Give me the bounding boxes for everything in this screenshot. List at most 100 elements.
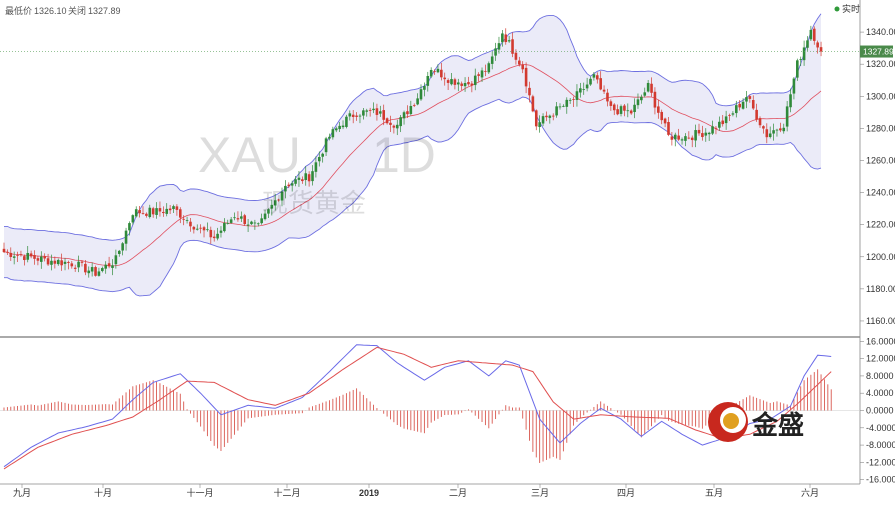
candle [599,71,602,91]
candle [50,254,53,271]
candle [219,226,223,238]
candle [606,88,609,107]
candle [721,114,725,127]
candle [782,123,786,134]
candle [178,207,182,224]
candle [541,113,545,127]
macd-dea-line [3,346,832,470]
price-y-tick-label: 1320.00 [866,59,895,69]
candle [328,133,331,141]
candle [585,77,589,92]
candle [236,211,240,222]
candle [796,58,799,81]
candle [514,49,518,65]
candle [792,77,796,100]
candle [579,82,582,98]
candle [280,187,284,207]
candle [480,67,484,82]
candle [94,265,97,277]
candle [531,94,535,113]
candle [39,251,43,269]
candle [443,72,447,86]
candle [134,206,138,218]
candle [148,204,152,219]
candle [250,220,253,226]
candle [348,110,352,121]
candle [355,112,358,121]
candle [609,99,613,111]
candle [294,176,297,187]
candle [538,115,541,133]
candle [311,165,314,186]
candle [338,121,341,133]
candle [490,51,494,70]
candle [701,125,704,141]
candle [206,222,209,232]
candle [765,123,769,144]
candle [375,103,379,121]
candle [297,170,301,187]
candle [484,64,487,77]
candle [694,124,697,148]
candle [677,128,680,141]
candle [392,124,396,134]
live-badge-label: 实时 [842,3,860,14]
candle [290,180,294,192]
candle [477,72,480,82]
price-tag-label: 1327.89 [863,47,894,57]
candle [724,110,728,130]
candle [131,214,135,225]
candle [663,117,667,128]
bollinger-upper-line [4,13,822,241]
candle [616,104,619,116]
live-badge[interactable]: 实时 [834,3,861,14]
macd-y-tick-label: 12.0000 [866,354,895,364]
candle [799,56,803,67]
candle [670,131,674,146]
candle [53,256,57,269]
candle [572,96,575,108]
candle [738,100,741,111]
watermark-period: 1D [372,127,436,183]
candle [267,208,270,219]
candle [317,151,321,167]
x-tick-label: 十二月 [273,487,300,498]
candle [409,100,413,116]
candle [785,101,789,132]
macd-histogram [3,369,832,463]
candle [494,42,497,61]
candle [90,262,94,277]
candle [806,36,809,51]
candle [101,266,104,273]
candle [423,82,426,97]
candle [456,78,460,92]
candle [351,110,355,124]
candle [36,255,40,266]
x-axis-ticks: 九月 十月 十一月 十二月 2019 二月 三月 四月 五月 六月 [13,484,819,498]
candle [12,251,16,265]
candle [111,259,114,276]
candle [734,100,738,118]
candle [287,182,291,189]
candle [402,110,406,125]
candle [789,88,792,113]
bollinger-band-fill [4,13,821,296]
macd-y-tick-label: 4.0000 [866,388,894,398]
candle [646,79,650,93]
macd-y-tick-label: 16.0000 [866,336,895,346]
candle [16,251,19,263]
candle [640,94,643,104]
candle [497,36,501,54]
candle [772,123,775,141]
candle [240,211,243,223]
price-y-tick-label: 1260.00 [866,155,895,165]
price-y-tick-label: 1200.00 [866,252,895,262]
macd-y-tick-label: 0.0000 [866,406,894,416]
candle [395,119,399,136]
candle [619,104,623,117]
candle [487,61,491,75]
header: 最低价 1326.10 关闭 1327.89 [5,5,121,16]
price-y-tick-label: 1220.00 [866,220,895,230]
candle [524,62,528,94]
candle [117,249,121,257]
